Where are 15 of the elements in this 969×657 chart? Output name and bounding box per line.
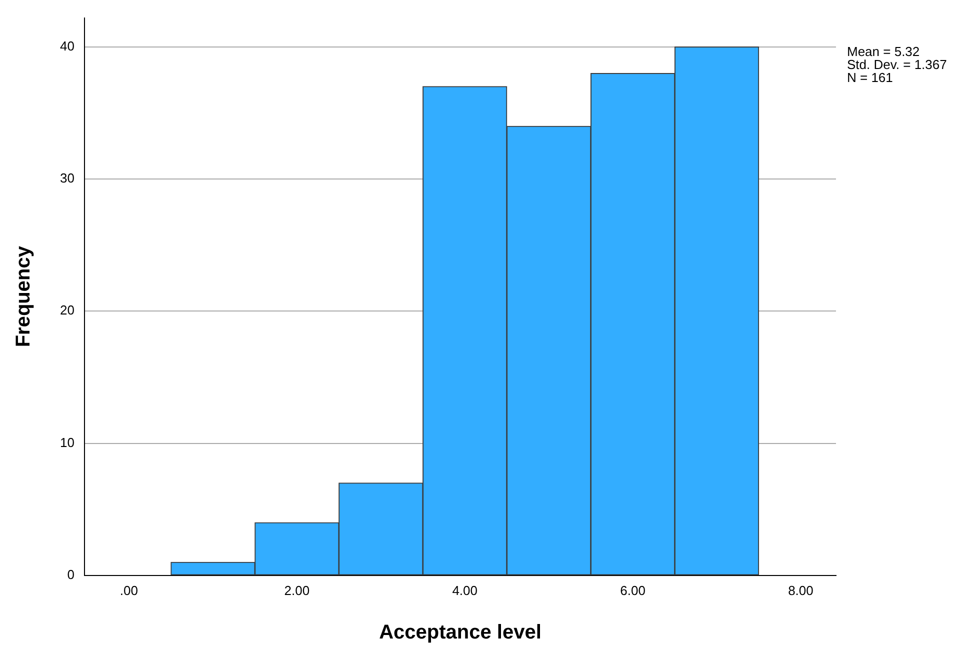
x-tick-label: 2.00 xyxy=(284,582,310,598)
y-tick-label: 10 xyxy=(60,434,74,450)
text: Mean = 5.32 xyxy=(847,44,920,59)
x-tick-label: 4.00 xyxy=(452,582,478,598)
x-axis-title: Acceptance level xyxy=(379,622,542,644)
x-tick-label: .00 xyxy=(120,582,138,598)
y-tick-label: 20 xyxy=(60,302,74,318)
y-axis-title: Frequency xyxy=(12,245,35,348)
y-tick-label: 40 xyxy=(60,38,74,54)
y-tick-label: 30 xyxy=(60,170,74,186)
text: N = 161 xyxy=(847,70,893,85)
y-tick-label: 0 xyxy=(67,566,74,582)
x-tick-label: 8.00 xyxy=(788,582,814,598)
x-tick-label: 6.00 xyxy=(620,582,646,598)
text: Std. Dev. = 1.367 xyxy=(847,56,947,72)
